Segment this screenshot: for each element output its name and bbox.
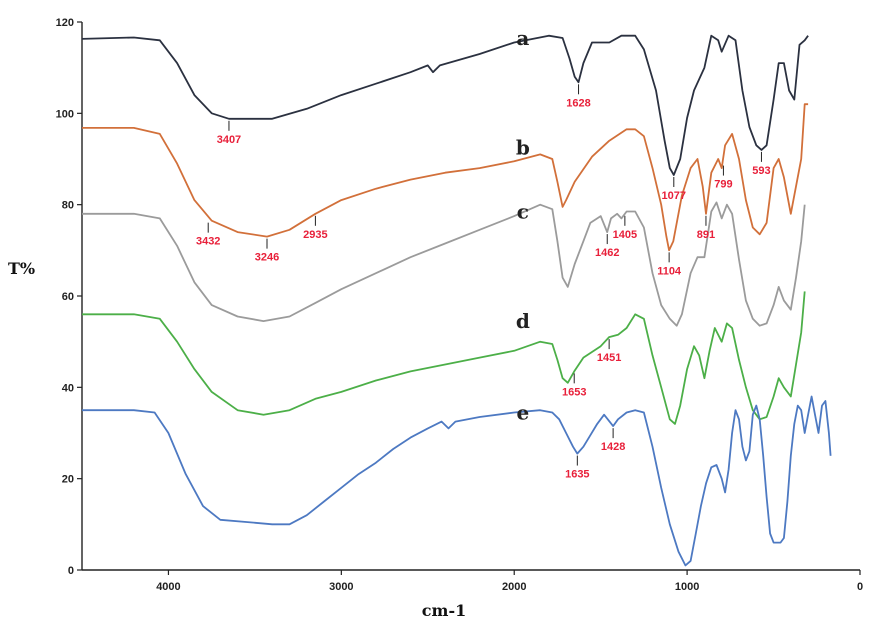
- peak-annotations: 3407 1628 1077 593 799 891 1104 3432 3246 2935 146…: [196, 84, 771, 481]
- peak-label: 891: [697, 229, 715, 241]
- series-label-d: d: [516, 309, 530, 333]
- series-label-a: a: [516, 26, 529, 50]
- y-tick-label: 80: [62, 200, 74, 212]
- peak-label: 1104: [657, 265, 682, 277]
- series-line-b: [82, 103, 809, 252]
- series-line-c: [82, 201, 806, 327]
- peak-label: 1428: [601, 441, 625, 453]
- plot-frame: [81, 22, 860, 571]
- peak-label: 1077: [662, 190, 686, 202]
- peak-label: 3407: [217, 134, 241, 146]
- x-axis-title: cm-1: [422, 601, 466, 620]
- x-tick-label: 2000: [502, 581, 526, 593]
- series-line-a: [81, 34, 809, 176]
- x-tick-label: 4000: [156, 581, 180, 593]
- series-label-e: e: [516, 400, 529, 424]
- peak-label: 1635: [565, 469, 589, 481]
- peak-label: 1451: [597, 352, 621, 364]
- peak-label: 1628: [566, 97, 590, 109]
- series-line-e: [82, 395, 832, 567]
- series-line-d: [82, 291, 806, 425]
- y-tick-label: 0: [68, 565, 74, 577]
- x-tick-label: 1000: [675, 581, 699, 593]
- peak-label: 2935: [303, 229, 327, 241]
- y-axis-ticks: 0 20 40 60 80 100 120: [56, 17, 82, 577]
- x-tick-label: 0: [857, 581, 863, 593]
- x-axis-ticks: 4000 3000 2000 1000 0: [156, 570, 863, 593]
- peak-label: 1462: [595, 247, 619, 259]
- series-label-b: b: [516, 135, 530, 159]
- y-tick-label: 40: [62, 382, 74, 394]
- x-tick-label: 3000: [329, 581, 353, 593]
- y-tick-label: 20: [62, 474, 74, 486]
- series-label-c: c: [517, 199, 529, 223]
- peak-label: 1653: [562, 386, 586, 398]
- y-tick-label: 120: [56, 17, 74, 29]
- peak-label: 593: [752, 165, 770, 177]
- peak-label: 1405: [613, 229, 637, 241]
- peak-label: 3246: [255, 252, 279, 264]
- series-layer: a b c d e: [81, 26, 832, 567]
- peak-label: 799: [714, 179, 732, 191]
- peak-label: 3432: [196, 236, 220, 248]
- y-tick-label: 60: [62, 291, 74, 303]
- y-tick-label: 100: [56, 108, 74, 120]
- y-axis-title: T%: [8, 259, 35, 278]
